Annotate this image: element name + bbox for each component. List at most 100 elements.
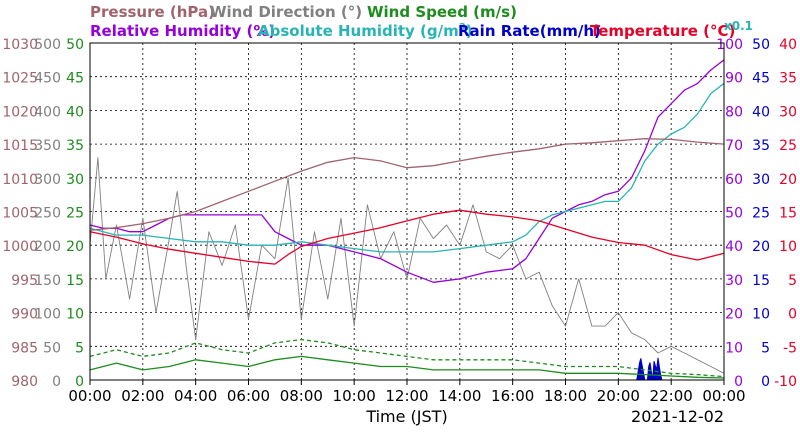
humidity-tick: 100 xyxy=(716,37,743,53)
pressure-tick: 1025 xyxy=(2,71,38,87)
temperature-c-series xyxy=(89,209,725,265)
wind-direction-tick: 250 xyxy=(34,206,61,222)
legend-row-1: Pressure (hPa) Wind Direction (°) Wind S… xyxy=(90,3,517,21)
wind-speed-tick: 0 xyxy=(75,374,84,390)
x-tick-label: 10:00 xyxy=(333,387,376,405)
wind-direction-tick: 150 xyxy=(34,273,61,289)
wind-speed-tick: 35 xyxy=(66,138,84,154)
legend-temperature: Temperature (°C) xyxy=(590,22,735,40)
pressure-tick: 995 xyxy=(11,273,38,289)
legend-pressure: Pressure (hPa) xyxy=(90,3,215,21)
rain-rate-tick: 25 xyxy=(752,206,770,222)
date-label: 2021-12-02 xyxy=(631,407,724,426)
humidity-tick: 80 xyxy=(725,104,743,120)
wind-speed-tick: 30 xyxy=(66,172,84,188)
x-tick-label: 12:00 xyxy=(385,387,428,405)
absolute-humidity-g-m3-x0-1-series xyxy=(89,82,725,253)
legend-absolute-humidity: Absolute Humidity (g/m3) xyxy=(258,22,473,40)
humidity-tick: 30 xyxy=(725,273,743,289)
legend-x0.1: x0.1 xyxy=(724,19,753,33)
x-tick-label: 00:00 xyxy=(702,387,745,405)
legend-wind-direction: Wind Direction (°) xyxy=(210,3,362,21)
wind-direction-series xyxy=(89,157,725,374)
temperature-tick: 25 xyxy=(779,138,797,154)
pressure-tick: 980 xyxy=(11,374,38,390)
temperature-tick: 0 xyxy=(788,307,797,323)
temperature-tick: 35 xyxy=(779,71,797,87)
temperature-tick: 15 xyxy=(779,206,797,222)
legend-wind-speed: Wind Speed (m/s) xyxy=(367,3,517,21)
plot-frame xyxy=(89,42,725,381)
rain-rate-tick: 45 xyxy=(752,71,770,87)
legend-row-2: Relative Humidity (%) Absolute Humidity … xyxy=(90,19,753,40)
humidity-tick: 0 xyxy=(734,374,743,390)
pressure-tick: 1030 xyxy=(2,37,38,53)
wind-direction-tick: 200 xyxy=(34,239,61,255)
x-tick-label: 04:00 xyxy=(174,387,217,405)
temperature-tick: -10 xyxy=(774,374,797,390)
wind-direction-tick: 400 xyxy=(34,104,61,120)
rain-rate-tick: 15 xyxy=(752,273,770,289)
humidity-tick: 50 xyxy=(725,206,743,222)
wind-speed-m-s-series xyxy=(89,355,725,379)
wind-speed-tick: 25 xyxy=(66,206,84,222)
rain-rate-tick: 10 xyxy=(752,307,770,323)
pressure-tick: 990 xyxy=(11,307,38,323)
temperature-tick: 5 xyxy=(788,273,797,289)
x-tick-label: 14:00 xyxy=(438,387,481,405)
humidity-tick: 40 xyxy=(725,239,743,255)
pressure-hpa-series xyxy=(89,138,725,232)
x-axis: 00:00 02:00 04:00 06:00 08:00 10:00 12:00 14:00… xyxy=(68,380,746,405)
rain-rate-tick: 35 xyxy=(752,138,770,154)
temperature-tick: 20 xyxy=(779,172,797,188)
wind-speed-gust-m-s-series xyxy=(89,338,725,378)
temperature-tick: 40 xyxy=(779,37,797,53)
legend-rain-rate: Rain Rate(mm/h) xyxy=(458,22,601,40)
wind-speed-tick: 50 xyxy=(66,37,84,53)
x-axis-label: Time (JST) xyxy=(365,407,447,426)
legend-relative-humidity: Relative Humidity (%) xyxy=(90,22,275,40)
humidity-tick: 70 xyxy=(725,138,743,154)
wind-speed-tick: 45 xyxy=(66,71,84,87)
rain-rate-tick: 50 xyxy=(752,37,770,53)
rain-rate-tick: 30 xyxy=(752,172,770,188)
temperature-tick: 10 xyxy=(779,239,797,255)
pressure-tick: 985 xyxy=(11,340,38,356)
wind-speed-tick: 5 xyxy=(75,340,84,356)
x-tick-label: 08:00 xyxy=(280,387,323,405)
humidity-tick: 60 xyxy=(725,172,743,188)
pressure-tick: 1020 xyxy=(2,104,38,120)
wind-direction-tick: 300 xyxy=(34,172,61,188)
wind-direction-tick: 500 xyxy=(34,37,61,53)
rain-rate-tick: 0 xyxy=(761,374,770,390)
rain-rate-tick: 40 xyxy=(752,104,770,120)
wind-direction-tick: 0 xyxy=(52,374,61,390)
x-tick-label: 00:00 xyxy=(68,387,111,405)
wind-speed-tick: 40 xyxy=(66,104,84,120)
left-axes: 9809859909951000100510101015102010251030… xyxy=(2,37,84,390)
humidity-tick: 90 xyxy=(725,71,743,87)
wind-speed-tick: 10 xyxy=(66,307,84,323)
pressure-tick: 1000 xyxy=(2,239,38,255)
humidity-tick: 20 xyxy=(725,307,743,323)
wind-direction-tick: 450 xyxy=(34,71,61,87)
series-layer xyxy=(89,59,725,381)
temperature-tick: -5 xyxy=(783,340,797,356)
pressure-tick: 1010 xyxy=(2,172,38,188)
x-tick-label: 06:00 xyxy=(227,387,270,405)
rain-rate-mm-h-series xyxy=(636,357,663,381)
x-tick-label: 20:00 xyxy=(597,387,640,405)
right-axes: 0102030405060708090100051015202530354045… xyxy=(716,37,797,390)
wind-direction-tick: 50 xyxy=(43,340,61,356)
legend-close: ) xyxy=(466,22,473,40)
wind-direction-tick: 100 xyxy=(34,307,61,323)
temperature-tick: 30 xyxy=(779,104,797,120)
rain-rate-tick: 20 xyxy=(752,239,770,255)
humidity-tick: 10 xyxy=(725,340,743,356)
wind-speed-tick: 20 xyxy=(66,239,84,255)
x-tick-label: 16:00 xyxy=(491,387,534,405)
rain-rate-tick: 5 xyxy=(761,340,770,356)
x-tick-label: 22:00 xyxy=(650,387,693,405)
pressure-tick: 1005 xyxy=(2,206,38,222)
